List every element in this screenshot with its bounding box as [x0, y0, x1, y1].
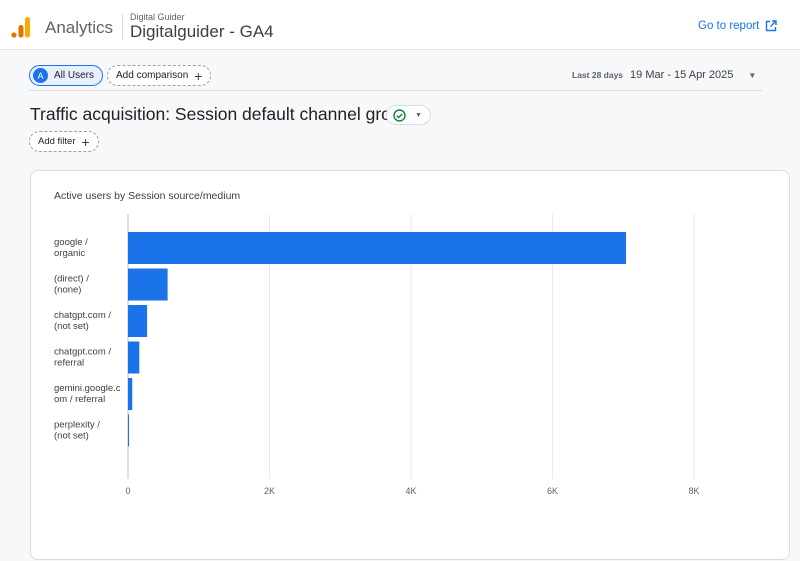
segment-label: All Users: [54, 70, 95, 81]
add-comparison-button[interactable]: Add comparison +: [107, 65, 212, 86]
y-category-label: perplexity /: [54, 420, 100, 431]
x-tick-label: 6K: [547, 486, 558, 496]
plus-icon: +: [194, 67, 203, 84]
open-in-new-icon: [766, 20, 778, 32]
date-range-label: Last 28 days: [572, 70, 624, 80]
bar: [128, 341, 140, 374]
top-bar: Analytics Digital Guider Digitalguider -…: [0, 0, 800, 50]
go-to-report-label: Go to report: [698, 20, 760, 32]
page-title: Traffic acquisition: Session default cha…: [30, 104, 411, 124]
y-category-label: (direct) /: [54, 274, 89, 285]
toolbar-divider: [29, 90, 762, 91]
y-category-label: (none): [54, 285, 81, 296]
y-category-label: chatgpt.com /: [54, 347, 111, 358]
date-range-picker[interactable]: Last 28 days 19 Mar - 15 Apr 2025 ▼: [572, 69, 756, 81]
report-status-dropdown[interactable]: ▼: [386, 105, 431, 125]
property-name[interactable]: Digitalguider - GA4: [130, 22, 274, 41]
check-circle-icon: [393, 108, 406, 122]
y-category-label: google /: [54, 237, 88, 248]
x-tick-label: 8K: [688, 486, 699, 496]
add-comparison-label: Add comparison: [116, 70, 189, 81]
account-name[interactable]: Digital Guider: [130, 12, 185, 22]
plus-icon: +: [81, 133, 90, 150]
add-filter-label: Add filter: [38, 136, 76, 147]
bar: [128, 268, 168, 301]
bar: [128, 378, 133, 410]
bar: [128, 305, 148, 337]
add-filter-button[interactable]: Add filter +: [29, 131, 99, 152]
bar-chart: 0 2K 4K 6K 8K google /organic (direct) /(none)…: [54, 214, 700, 496]
app-name: Analytics: [45, 18, 114, 37]
x-tick-label: 4K: [405, 486, 416, 496]
bar: [128, 414, 129, 447]
y-category-label: referral: [54, 358, 84, 369]
analytics-logo-icon[interactable]: [11, 16, 31, 38]
x-tick-label: 2K: [264, 486, 275, 496]
header-divider: [122, 14, 123, 40]
y-category-label: (not set): [54, 321, 89, 332]
go-to-report-link[interactable]: Go to report: [698, 20, 778, 32]
dropdown-caret-icon: ▼: [415, 111, 422, 119]
date-range-value: 19 Mar - 15 Apr 2025: [630, 69, 734, 81]
segment-avatar: A: [33, 68, 48, 83]
segment-chip-all-users[interactable]: A All Users: [29, 65, 104, 86]
y-category-label: organic: [54, 248, 85, 259]
chart-card: Active users by Session source/medium 0 2…: [30, 170, 790, 560]
y-category-label: chatgpt.com /: [54, 310, 111, 321]
y-category-label: gemini.google.c: [54, 383, 121, 394]
bar: [128, 232, 627, 264]
x-tick-label: 0: [125, 486, 130, 496]
dropdown-caret-icon: ▼: [748, 70, 757, 80]
y-category-label: om / referral: [54, 394, 105, 405]
chart-title: Active users by Session source/medium: [54, 190, 241, 202]
y-category-label: (not set): [54, 431, 89, 442]
